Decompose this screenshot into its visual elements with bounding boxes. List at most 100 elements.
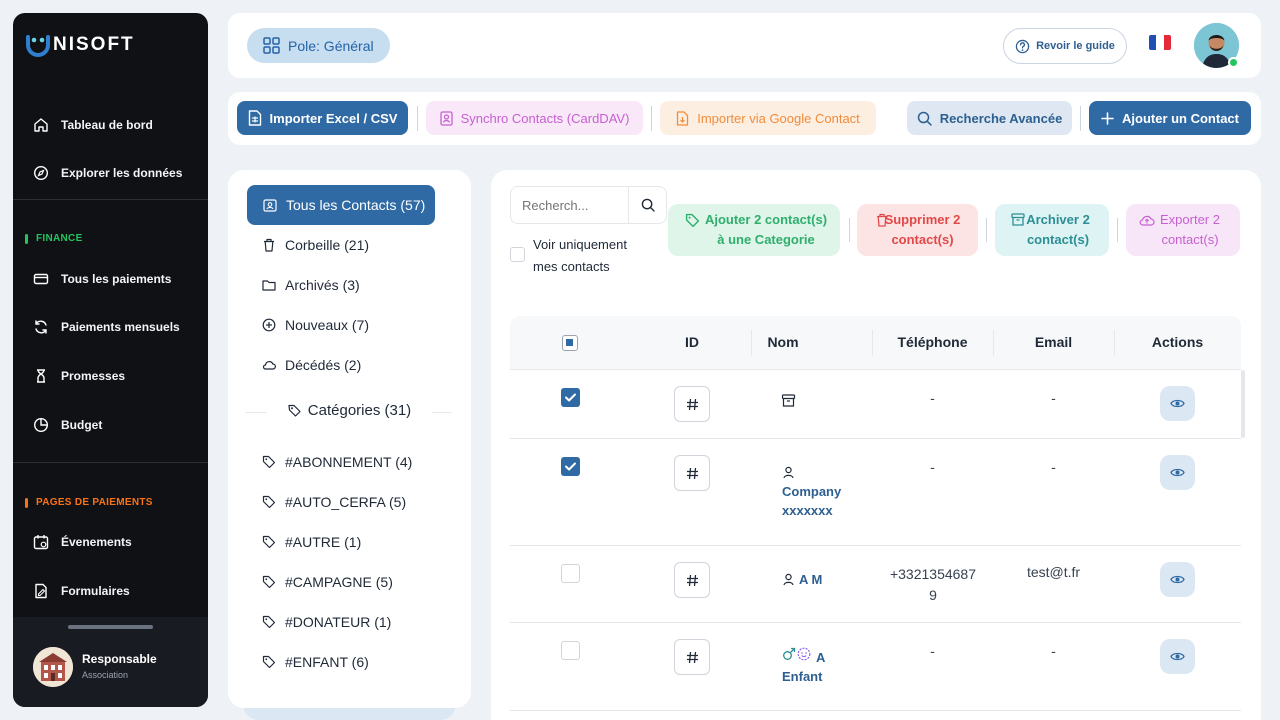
- category-item[interactable]: #ENFANT (6): [262, 652, 369, 672]
- gender-icons: [782, 647, 811, 661]
- column-divider: [1114, 330, 1115, 356]
- refresh-icon: [35, 320, 47, 334]
- row-checkbox[interactable]: [561, 457, 580, 476]
- sidebar-item-events[interactable]: Évenements: [33, 532, 132, 552]
- sidebar-item-dashboard[interactable]: Tableau de bord: [33, 115, 153, 135]
- category-item[interactable]: #ABONNEMENT (4): [262, 452, 412, 472]
- file-import-icon: [677, 110, 689, 126]
- search-input[interactable]: [511, 187, 628, 223]
- column-phone[interactable]: Téléphone: [897, 334, 968, 350]
- trash-icon: [877, 213, 887, 227]
- sidebar-item-budget[interactable]: Budget: [33, 415, 102, 435]
- filter-archived[interactable]: Archivés (3): [262, 275, 360, 295]
- column-name[interactable]: Nom: [767, 334, 799, 350]
- sidebar-item-forms[interactable]: Formulaires: [33, 581, 130, 601]
- table-scrollbar[interactable]: [1241, 370, 1245, 438]
- check-icon: [565, 462, 576, 471]
- filter-new[interactable]: Nouveaux (7): [262, 315, 369, 335]
- hash-icon: [686, 467, 698, 479]
- row-checkbox[interactable]: [561, 564, 580, 583]
- grid-icon: [263, 37, 280, 54]
- export-selected-button[interactable]: Exporter 2 contact(s): [1126, 204, 1240, 256]
- add-contact-button[interactable]: Ajouter un Contact: [1089, 101, 1251, 135]
- divider-line: [246, 412, 266, 413]
- contact-name-link[interactable]: A Enfant: [782, 650, 825, 684]
- tag-icon: [685, 213, 700, 228]
- import-excel-button[interactable]: Importer Excel / CSV: [237, 101, 408, 135]
- tags-icon: [288, 404, 301, 417]
- id-button[interactable]: [674, 562, 710, 598]
- column-email[interactable]: Email: [1034, 334, 1073, 350]
- filter-label: Nouveaux (7): [285, 317, 370, 333]
- phone-cell: -: [930, 390, 935, 406]
- table-row[interactable]: A Enfant - -: [510, 623, 1241, 711]
- filter-trash[interactable]: Corbeille (21): [262, 235, 369, 255]
- eye-icon: [1170, 652, 1185, 661]
- view-button[interactable]: [1160, 455, 1195, 490]
- pole-selector[interactable]: Pole: Général: [247, 28, 390, 63]
- id-button[interactable]: [674, 639, 710, 675]
- filter-all-contacts[interactable]: Tous les Contacts (57): [247, 185, 435, 225]
- bulk-divider: [986, 218, 987, 242]
- table-header: ID Nom Téléphone Email Actions: [510, 316, 1241, 370]
- table-row[interactable]: Company xxxxxxx - -: [510, 439, 1241, 546]
- category-item[interactable]: #CAMPAGNE (5): [262, 572, 393, 592]
- table-row[interactable]: - -: [510, 370, 1241, 439]
- sync-contacts-button[interactable]: Synchro Contacts (CardDAV): [426, 101, 643, 135]
- import-google-button[interactable]: Importer via Google Contact: [660, 101, 876, 135]
- guide-button[interactable]: Revoir le guide: [1003, 28, 1127, 64]
- advanced-search-button[interactable]: Recherche Avancée: [907, 101, 1072, 135]
- sidebar-item-explore[interactable]: Explorer les données: [33, 163, 182, 183]
- sidebar-item-promises[interactable]: Promesses: [33, 366, 125, 386]
- row-checkbox[interactable]: [561, 641, 580, 660]
- id-button[interactable]: [674, 455, 710, 491]
- table-row[interactable]: A M +33213546879 test@t.fr: [510, 546, 1241, 623]
- brand-logo[interactable]: NISOFT: [25, 33, 135, 57]
- view-button[interactable]: [1160, 562, 1195, 597]
- sidebar-item-monthly-payments[interactable]: Paiements mensuels: [33, 317, 180, 337]
- divider-line: [432, 412, 452, 413]
- row-checkbox[interactable]: [561, 388, 580, 407]
- plus-circle-icon: [262, 318, 276, 332]
- category-item[interactable]: #AUTRE (1): [262, 532, 361, 552]
- filter-label: Archivés (3): [285, 277, 360, 293]
- trash-icon: [264, 238, 274, 252]
- french-flag-icon[interactable]: [1149, 35, 1171, 50]
- select-all-checkbox[interactable]: [562, 335, 578, 351]
- delete-selected-label: Supprimer 2 contact(s): [884, 212, 961, 247]
- add-to-category-button[interactable]: Ajouter 2 contact(s) à une Categorie: [668, 204, 840, 256]
- sidebar-item-label: Formulaires: [61, 584, 130, 598]
- phone-cell: -: [930, 459, 935, 475]
- contact-name-link[interactable]: A M: [799, 572, 823, 587]
- section-marker: [25, 497, 28, 508]
- calendar-icon: [33, 535, 49, 550]
- delete-selected-button[interactable]: Supprimer 2 contact(s): [857, 204, 978, 256]
- tag-icon: [262, 455, 276, 469]
- archive-selected-button[interactable]: Archiver 2 contact(s): [995, 204, 1109, 256]
- cloud-upload-icon: [1139, 215, 1155, 226]
- filter-deceased[interactable]: Décédés (2): [262, 355, 361, 375]
- sidebar-scroll-handle[interactable]: [68, 625, 153, 629]
- eye-icon: [1170, 468, 1185, 477]
- section-marker: [25, 233, 28, 244]
- view-button[interactable]: [1160, 386, 1195, 421]
- hash-icon: [686, 398, 698, 410]
- archive-selected-label: Archiver 2 contact(s): [1026, 212, 1090, 247]
- contact-name-link[interactable]: Company xxxxxxx: [782, 484, 842, 518]
- column-id[interactable]: ID: [685, 334, 699, 350]
- category-item[interactable]: #DONATEUR (1): [262, 612, 391, 632]
- tag-icon: [262, 535, 276, 549]
- form-icon: [35, 583, 47, 599]
- sidebar-item-all-payments[interactable]: Tous les paiements: [33, 269, 171, 289]
- smile-icon: [797, 647, 811, 661]
- search-button[interactable]: [628, 187, 666, 223]
- sidebar-item-label: Explorer les données: [61, 166, 183, 180]
- category-item[interactable]: #AUTO_CERFA (5): [262, 492, 406, 512]
- section-payment-pages-title: PAGES DE PAIEMENTS: [36, 497, 153, 508]
- sidebar-user-card[interactable]: Responsable Association: [13, 617, 208, 707]
- only-my-contacts-checkbox[interactable]: [510, 247, 525, 262]
- sidebar-divider: [13, 462, 208, 463]
- cloud-icon: [262, 361, 276, 370]
- id-button[interactable]: [674, 386, 710, 422]
- view-button[interactable]: [1160, 639, 1195, 674]
